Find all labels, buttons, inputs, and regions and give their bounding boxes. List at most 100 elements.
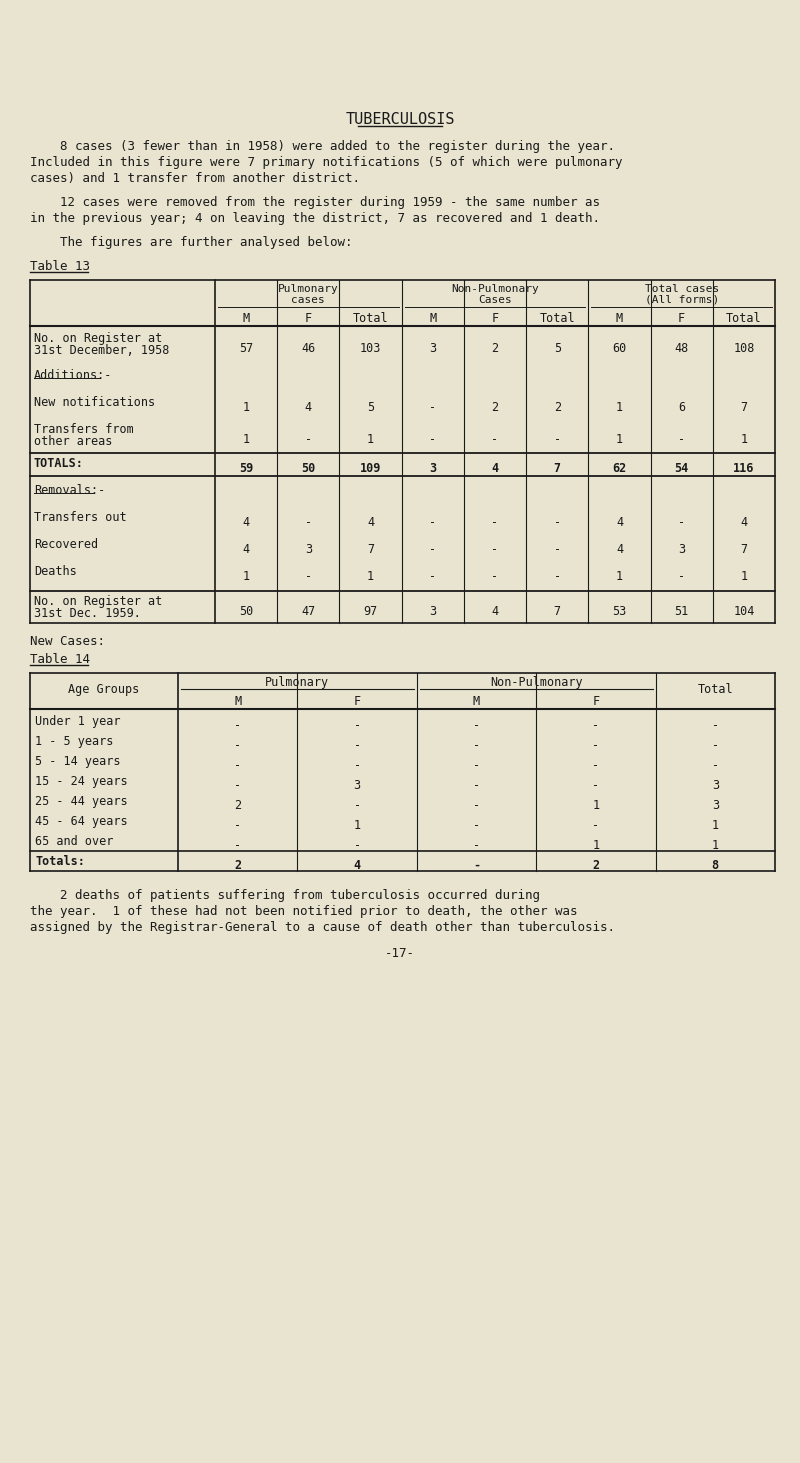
Text: -: - [491,571,498,582]
Text: 4: 4 [367,516,374,530]
Text: -: - [473,759,480,772]
Text: 1: 1 [592,799,599,812]
Text: -: - [678,516,686,530]
Text: 2: 2 [592,859,599,872]
Text: 1: 1 [242,433,250,446]
Text: -: - [554,433,561,446]
Text: -: - [592,819,599,832]
Text: F: F [354,695,361,708]
Text: Removals:-: Removals:- [34,484,106,497]
Text: 4: 4 [616,516,623,530]
Text: 4: 4 [491,606,498,617]
Text: 4: 4 [491,462,498,475]
Text: 7: 7 [740,543,747,556]
Text: -: - [491,543,498,556]
Text: Total: Total [698,683,733,696]
Text: TUBERCULOSIS: TUBERCULOSIS [346,113,454,127]
Text: -: - [592,718,599,732]
Text: Age Groups: Age Groups [68,683,140,696]
Text: 2: 2 [234,799,242,812]
Text: -: - [592,778,599,791]
Text: 2: 2 [554,401,561,414]
Text: M: M [616,312,623,325]
Text: F: F [491,312,498,325]
Text: -: - [554,516,561,530]
Text: 104: 104 [734,606,754,617]
Text: 51: 51 [674,606,689,617]
Text: -: - [473,859,480,872]
Text: 3: 3 [430,342,436,356]
Text: 5: 5 [367,401,374,414]
Text: 3: 3 [678,543,686,556]
Text: -: - [554,543,561,556]
Text: 1: 1 [242,571,250,582]
Text: 12 cases were removed from the register during 1959 - the same number as: 12 cases were removed from the register … [30,196,600,209]
Text: 3: 3 [430,462,436,475]
Text: 65 and over: 65 and over [35,835,114,849]
Text: Total: Total [353,312,388,325]
Text: 7: 7 [740,401,747,414]
Text: 31st December, 1958: 31st December, 1958 [34,344,170,357]
Text: Total cases: Total cases [645,284,718,294]
Text: No. on Register at: No. on Register at [34,595,162,609]
Text: -: - [430,401,436,414]
Text: Transfers out: Transfers out [34,511,126,524]
Text: -: - [354,799,361,812]
Text: 1: 1 [367,433,374,446]
Text: Cases: Cases [478,296,512,304]
Text: -: - [473,718,480,732]
Text: 2 deaths of patients suffering from tuberculosis occurred during: 2 deaths of patients suffering from tube… [30,890,540,903]
Text: 53: 53 [612,606,626,617]
Text: -: - [430,543,436,556]
Text: 7: 7 [554,462,561,475]
Text: 1: 1 [712,819,719,832]
Text: 1: 1 [740,571,747,582]
Text: New Cases:: New Cases: [30,635,105,648]
Text: -: - [473,819,480,832]
Text: M: M [242,312,250,325]
Text: 46: 46 [302,342,315,356]
Text: -: - [473,778,480,791]
Text: assigned by the Registrar-General to a cause of death other than tuberculosis.: assigned by the Registrar-General to a c… [30,922,615,933]
Text: M: M [430,312,436,325]
Text: 4: 4 [354,859,361,872]
Text: 2: 2 [491,401,498,414]
Text: Pulmonary: Pulmonary [278,284,338,294]
Text: -: - [712,718,719,732]
Text: 54: 54 [674,462,689,475]
Text: 7: 7 [554,606,561,617]
Text: -: - [712,739,719,752]
Text: -: - [430,516,436,530]
Text: -: - [430,433,436,446]
Text: Deaths: Deaths [34,565,77,578]
Text: 108: 108 [734,342,754,356]
Text: 45 - 64 years: 45 - 64 years [35,815,128,828]
Text: -: - [430,571,436,582]
Text: -: - [592,739,599,752]
Text: -: - [354,739,361,752]
Text: 1: 1 [616,401,623,414]
Text: 50: 50 [239,606,254,617]
Text: Non-Pulmonary: Non-Pulmonary [451,284,539,294]
Text: -: - [305,516,312,530]
Text: -: - [473,799,480,812]
Text: cases) and 1 transfer from another district.: cases) and 1 transfer from another distr… [30,173,360,184]
Text: 3: 3 [430,606,436,617]
Text: The figures are further analysed below:: The figures are further analysed below: [30,236,353,249]
Text: 4: 4 [242,543,250,556]
Text: 3: 3 [712,778,719,791]
Text: F: F [678,312,686,325]
Text: 1: 1 [592,838,599,851]
Text: Pulmonary: Pulmonary [266,676,330,689]
Text: 109: 109 [360,462,382,475]
Text: -: - [554,571,561,582]
Text: 103: 103 [360,342,382,356]
Text: F: F [305,312,312,325]
Text: Included in this figure were 7 primary notifications (5 of which were pulmonary: Included in this figure were 7 primary n… [30,157,622,170]
Text: -: - [234,819,242,832]
Text: 1: 1 [367,571,374,582]
Text: 3: 3 [354,778,361,791]
Text: -: - [712,759,719,772]
Text: other areas: other areas [34,435,112,448]
Text: M: M [473,695,480,708]
